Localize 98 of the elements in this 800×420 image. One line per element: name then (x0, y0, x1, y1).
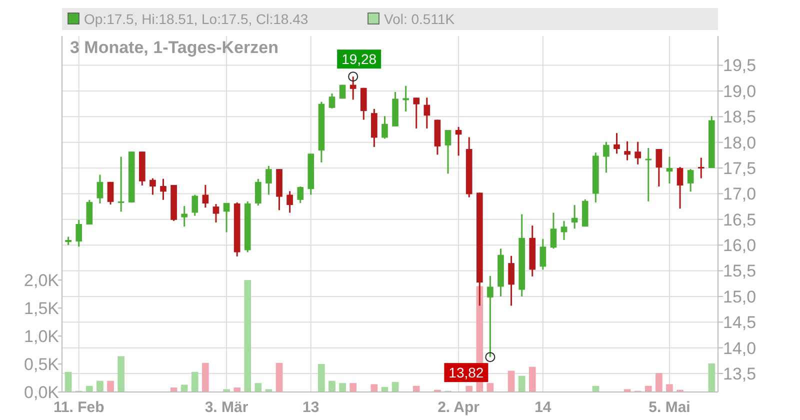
candlestick (297, 186, 304, 204)
y2-tick-label: 2,0K (24, 271, 60, 290)
candlestick (508, 255, 514, 306)
candlestick (402, 85, 409, 112)
y-tick-label: 15,5 (723, 262, 756, 281)
candlestick (676, 166, 684, 210)
candlestick (550, 212, 557, 250)
bar (486, 383, 494, 392)
candlestick (382, 115, 388, 140)
candlestick (698, 157, 704, 180)
bar (86, 386, 93, 392)
y-tick-label: 18,5 (723, 108, 756, 127)
bar (328, 380, 336, 392)
candlestick (571, 204, 578, 230)
x-tick-label: 14 (534, 399, 552, 416)
candlestick (656, 148, 662, 188)
y2-tick-label: 1,5K (24, 298, 60, 318)
annotation: 13,82 (448, 364, 484, 380)
candlestick (444, 129, 452, 174)
x-tick-label: 2. Apr (438, 399, 480, 416)
y-tick-label: 18,0 (723, 133, 756, 152)
bar (350, 383, 357, 392)
legend-label: Vol: 0.511K (384, 10, 456, 27)
bar (234, 388, 240, 392)
candlestick (255, 178, 262, 206)
candlestick (223, 202, 230, 233)
bar (339, 383, 346, 392)
candlestick (160, 178, 166, 201)
candlestick (86, 199, 93, 226)
candlestick (614, 132, 620, 154)
candlestick (286, 190, 293, 214)
bar (318, 364, 325, 392)
bar (666, 384, 673, 392)
y-tick-label: 19,5 (723, 56, 756, 76)
bar (180, 384, 188, 392)
candlestick (624, 140, 630, 162)
bar (223, 389, 230, 392)
x-tick-label: 13 (302, 399, 320, 416)
candlestick (76, 219, 82, 248)
x-tick-label: 3. Mär (204, 399, 248, 416)
bar (244, 280, 252, 392)
y-tick-label: 17,5 (723, 158, 756, 178)
bar (191, 372, 198, 392)
bar (592, 386, 600, 392)
candlestick (413, 96, 420, 130)
bar (96, 380, 104, 392)
bar (254, 383, 262, 392)
candlestick (202, 184, 209, 208)
bar (276, 362, 283, 392)
candlestick (687, 168, 694, 192)
bar (202, 362, 209, 392)
bar (528, 366, 536, 392)
candlestick (360, 87, 367, 120)
y-tick-label: 13,5 (723, 364, 756, 384)
y-tick-label: 19,0 (723, 82, 756, 101)
candlestick (107, 181, 114, 206)
candlestick (424, 96, 430, 130)
y-tick-label: 14,5 (723, 313, 756, 332)
candlestick (603, 141, 610, 174)
candlestick (540, 238, 546, 270)
bar (370, 384, 378, 392)
legend-label: Op:17.5, Hi:18.51, Lo:17.5, Cl:18.43 (84, 10, 308, 27)
candlestick (212, 203, 220, 224)
candlestick (192, 194, 198, 217)
y-tick-label: 16,5 (723, 210, 756, 230)
x-tick-label: 11. Feb (53, 399, 104, 416)
y-tick-label: 17,0 (723, 184, 756, 204)
candlestick (181, 205, 188, 228)
chart-title: 3 Monate, 1-Tages-Kerzen (70, 38, 278, 57)
bar (107, 380, 114, 392)
y2-tick-label: 1,0K (24, 326, 60, 346)
candlestick (150, 178, 156, 196)
y-tick-label: 15,0 (723, 287, 756, 306)
candlestick (666, 156, 673, 184)
bar (412, 386, 420, 392)
candlestick (266, 165, 272, 196)
candlestick (96, 174, 104, 204)
candlestick (645, 147, 652, 202)
y2-tick-label: 0,0K (24, 382, 60, 402)
bar (518, 376, 526, 392)
candlestick (328, 92, 336, 110)
candlestick (634, 141, 642, 166)
candlestick (118, 156, 124, 212)
y-tick-label: 14,0 (723, 338, 756, 358)
x-tick-label: 5. Mai (648, 399, 690, 416)
bar (508, 370, 515, 392)
bar (708, 363, 716, 392)
candlestick (487, 275, 494, 358)
bar (644, 386, 652, 392)
bar (118, 356, 124, 392)
bar (466, 386, 473, 392)
bar (656, 372, 662, 392)
candlestick (560, 220, 568, 241)
y-tick-label: 16,0 (723, 236, 756, 256)
annotation: 19,28 (342, 50, 377, 67)
y2-tick-label: 0,5K (24, 354, 60, 374)
candlestick (455, 126, 462, 156)
bar (64, 372, 72, 392)
